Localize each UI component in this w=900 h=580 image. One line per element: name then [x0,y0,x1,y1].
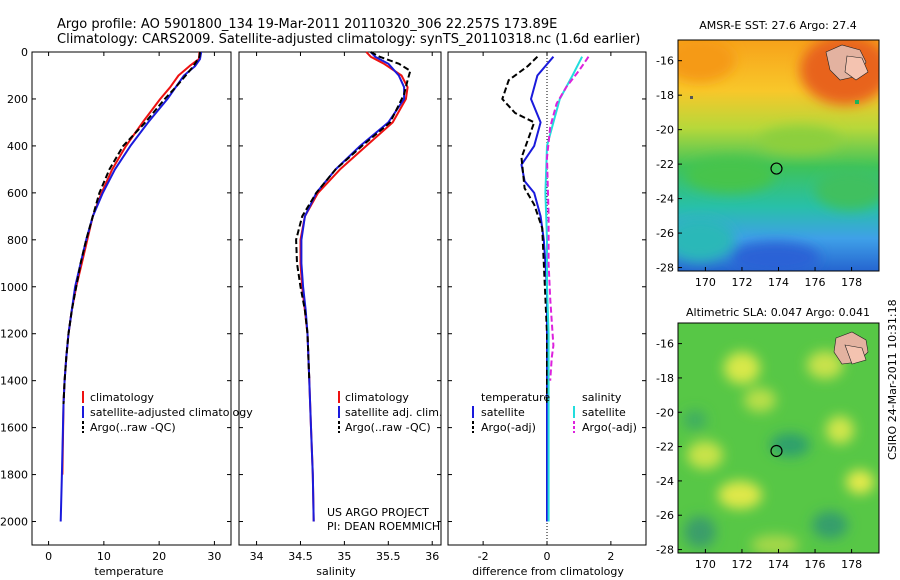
series-line-argo-raw-qc- [62,51,201,405]
legend-diff-temp-argo: Argo(-adj) [481,421,536,434]
map-lon-label: 178 [841,276,862,289]
figure-title-line2: Climatology: CARS2009. Satellite-adjuste… [57,32,640,47]
depth-tick-label: 200 [7,93,28,106]
depth-tick-label: 0 [21,46,28,59]
map-lon-label: 170 [695,276,716,289]
salinity-panel-frame [238,51,442,546]
series-line-climatology [299,51,409,522]
salinity-legend: climatology satellite adj. clim. Argo(..… [338,391,442,434]
map-lat-label: -24 [656,193,674,206]
depth-tick-label: 1200 [0,328,28,341]
x-tick-label: 10 [97,550,111,563]
difference-legend: temperature salinity satellite Argo(-adj… [472,391,637,434]
map-lon-label: 176 [805,558,826,571]
sla-map-axes: 170 172 174 176 178 -16 -18 -20 -22 -24 -26 -28 [656,338,862,571]
salinity-chart: 34 34.5 35 35.5 36 [239,51,441,563]
temperature-panel-frame [31,51,232,546]
x-tick-label: 0 [45,550,52,563]
legend-sal-climatology: climatology [345,391,409,404]
legend-header-temperature: temperature [481,391,550,404]
x-tick-label: 34.5 [288,550,313,563]
depth-tick-label: 1000 [0,281,28,294]
x-tick-label: 34 [250,550,264,563]
sst-map-title: AMSR-E SST: 27.6 Argo: 27.4 [699,19,857,32]
map-lat-label: -26 [656,227,674,240]
legend-sal-argo: Argo(..raw -QC) [345,421,431,434]
csiro-timestamp: CSIRO 24-Mar-2011 10:31:18 [886,299,899,460]
legend-header-salinity: salinity [582,391,622,404]
x-tick-label: 20 [152,550,166,563]
depth-tick-label: 1400 [0,375,28,388]
temperature-chart: 0 10 20 30 [32,51,231,563]
x-tick-label: 2 [607,550,614,563]
depth-tick-label: 1800 [0,469,28,482]
map-lon-label: 170 [695,558,716,571]
map-lat-label: -26 [656,509,674,522]
map-lat-label: -28 [656,544,674,557]
series-line-salinity-satellite [544,56,583,522]
map-lat-label: -18 [656,89,674,102]
map-lon-label: 178 [841,558,862,571]
map-lat-label: -20 [656,124,674,137]
project-credit-line2: PI: DEAN ROEMMICH [327,520,440,533]
map-lat-label: -22 [656,441,674,454]
legend-temp-satellite: satellite-adjusted climatology [90,406,253,419]
map-lon-label: 172 [731,276,752,289]
series-line-temperature-argo-adj- [501,55,548,405]
depth-tick-label: 600 [7,187,28,200]
series-line-satellite-adjusted-climatology [59,51,203,522]
x-tick-label: -2 [478,550,489,563]
depth-tick-label: 1600 [0,422,28,435]
series-line-argo-raw-qc- [295,51,412,381]
map-lat-label: -28 [656,262,674,275]
legend-diff-temp-satellite: satellite [481,406,525,419]
project-credit-line1: US ARGO PROJECT [327,506,429,519]
sst-argo-location-marker [770,162,783,175]
map-lon-label: 176 [805,276,826,289]
x-tick-label: 35.5 [376,550,401,563]
temperature-legend: climatology satellite-adjusted climatolo… [82,391,253,434]
x-tick-label: 35 [337,550,351,563]
map-lat-label: -18 [656,372,674,385]
map-lat-label: -16 [656,55,674,68]
map-lat-label: -24 [656,475,674,488]
sst-map-image [678,40,879,271]
map-lat-label: -20 [656,406,674,419]
map-lat-label: -16 [656,338,674,351]
sla-map-image [678,323,879,553]
difference-xlabel: difference from climatology [472,565,624,578]
legend-diff-sal-argo: Argo(-adj) [582,421,637,434]
series-line-salinity-argo-adj- [546,56,590,381]
depth-axis: 0 200 400 600 800 1000 1200 1400 1600 1800 2000 [0,46,28,529]
depth-tick-label: 400 [7,140,28,153]
legend-sal-satellite: satellite adj. clim. [345,406,442,419]
salinity-xlabel: salinity [316,565,356,578]
x-tick-label: 30 [207,550,221,563]
sla-map-title: Altimetric SLA: 0.047 Argo: 0.041 [686,306,870,319]
x-tick-label: 0 [544,550,551,563]
difference-chart: -2 0 2 [448,51,646,563]
x-tick-label: 36 [425,550,439,563]
legend-temp-argo: Argo(..raw -QC) [90,421,176,434]
figure-title-line1: Argo profile: AO 5901800_134 19-Mar-2011… [57,17,557,32]
sst-map-axes: 170 172 174 176 178 -16 -18 -20 -22 -24 -26 -28 [656,55,862,289]
sla-argo-location-marker [770,444,783,458]
depth-tick-label: 800 [7,234,28,247]
map-lon-label: 174 [768,558,789,571]
legend-temp-climatology: climatology [90,391,154,404]
legend-diff-sal-satellite: satellite [582,406,626,419]
map-lon-label: 172 [731,558,752,571]
depth-tick-label: 2000 [0,516,28,529]
temperature-xlabel: temperature [94,565,163,578]
map-lat-label: -22 [656,158,674,171]
map-lon-label: 174 [768,276,789,289]
